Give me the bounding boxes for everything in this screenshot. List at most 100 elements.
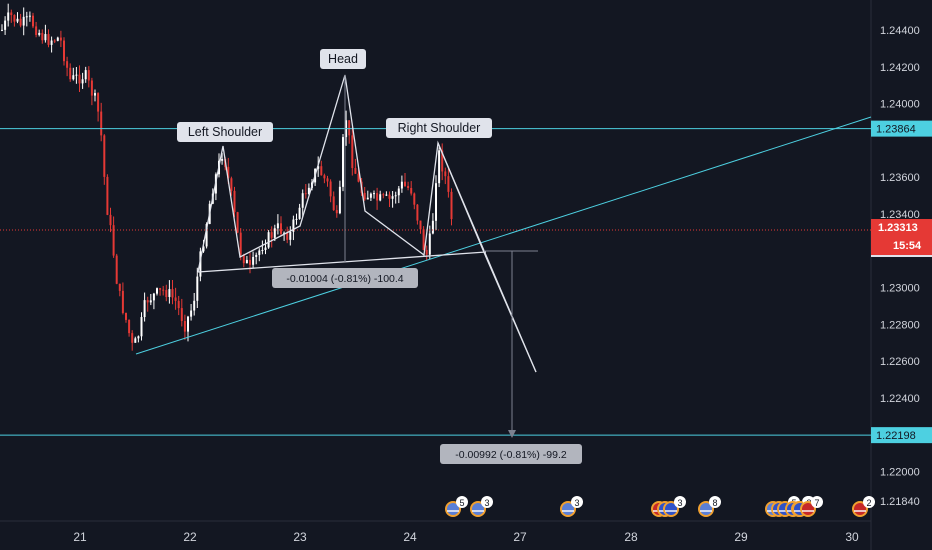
- candle: [25, 11, 28, 27]
- candle: [369, 192, 372, 201]
- candle: [94, 89, 96, 102]
- candle: [444, 167, 447, 185]
- candle: [106, 174, 109, 216]
- candle: [320, 160, 323, 176]
- candle: [301, 189, 304, 217]
- candle: [59, 30, 62, 48]
- candle: [1, 24, 3, 32]
- candle: [249, 252, 251, 274]
- candle: [391, 191, 394, 208]
- candle: [81, 72, 84, 89]
- price-tick: 1.23000: [880, 283, 920, 295]
- price-tick: 1.24000: [880, 99, 920, 111]
- candle: [338, 180, 341, 215]
- candle: [146, 296, 149, 312]
- candle: [28, 11, 31, 22]
- candle: [47, 29, 50, 48]
- head-label[interactable]: Head: [320, 49, 366, 69]
- neckline[interactable]: [197, 251, 487, 273]
- event-marker[interactable]: 3: [470, 496, 493, 517]
- candle: [435, 175, 437, 231]
- candle: [66, 56, 69, 77]
- right-shoulder-label[interactable]: Right Shoulder: [386, 118, 492, 138]
- time-tick: 30: [845, 530, 859, 544]
- candle: [84, 66, 87, 83]
- price-tick: 1.22400: [880, 393, 920, 405]
- candle: [292, 215, 295, 241]
- event-marker[interactable]: 3: [651, 496, 686, 517]
- candle: [63, 37, 65, 66]
- candle: [230, 176, 233, 196]
- event-count: 3: [484, 498, 489, 508]
- candle: [354, 158, 357, 174]
- candle: [326, 175, 329, 187]
- price-tick: 1.21840: [880, 496, 920, 508]
- candle: [10, 9, 13, 23]
- event-marker[interactable]: 8: [698, 496, 721, 517]
- candle: [16, 12, 19, 24]
- event-count: 3: [574, 498, 579, 508]
- candle: [397, 185, 400, 204]
- candle: [118, 283, 121, 297]
- left-shoulder-label[interactable]: Left Shoulder: [177, 122, 273, 142]
- price-tick: 1.22600: [880, 356, 920, 368]
- candle: [168, 280, 171, 304]
- candle: [128, 319, 131, 337]
- candle: [115, 253, 118, 285]
- candle: [177, 295, 180, 316]
- time-tick: 23: [293, 530, 307, 544]
- time-axis[interactable]: 21 22 23 24 27 28 29 30: [73, 530, 859, 544]
- candle: [87, 66, 90, 88]
- event-marker[interactable]: 5: [445, 496, 468, 517]
- projected-move-label[interactable]: -0.00992 (-0.81%) -99.2: [440, 444, 582, 464]
- current-price-tag: 1.23313 15:54: [871, 219, 932, 255]
- candle: [72, 67, 75, 81]
- candle: [149, 293, 152, 306]
- candle: [190, 303, 193, 321]
- candle: [335, 205, 338, 218]
- candle: [44, 24, 47, 43]
- target-price-text: 1.22198: [876, 430, 916, 442]
- candle: [75, 66, 78, 84]
- candle: [363, 186, 366, 201]
- candle: [53, 39, 56, 44]
- candle: [450, 188, 453, 226]
- pattern-height-label[interactable]: -0.01004 (-0.81%) -100.4: [272, 268, 418, 288]
- candle: [342, 134, 344, 192]
- candle: [373, 190, 375, 199]
- resistance-price-text: 1.23864: [876, 124, 916, 136]
- pattern-height-text: -0.01004 (-0.81%) -100.4: [286, 273, 403, 285]
- event-marker[interactable]: 3: [560, 496, 583, 517]
- candle: [134, 336, 137, 343]
- candle: [69, 63, 72, 82]
- candle: [245, 256, 248, 264]
- candle: [329, 179, 332, 203]
- candle: [103, 134, 106, 185]
- candle: [400, 175, 403, 193]
- time-tick: 24: [403, 530, 417, 544]
- candle: [438, 147, 441, 188]
- price-axis[interactable]: 1.24400 1.24200 1.24000 1.23600 1.23400 1.230…: [880, 25, 920, 508]
- candle: [258, 248, 261, 262]
- candle: [38, 29, 41, 37]
- event-marker[interactable]: 7: [800, 496, 823, 517]
- time-tick: 28: [624, 530, 638, 544]
- candle: [425, 245, 428, 261]
- economic-events[interactable]: 5333853372: [445, 496, 875, 517]
- event-marker[interactable]: 2: [852, 496, 875, 517]
- candle: [295, 213, 298, 225]
- price-tick: 1.23400: [880, 209, 920, 221]
- price-tick: 1.22000: [880, 467, 920, 479]
- price-tick: 1.22800: [880, 319, 920, 331]
- projection-line[interactable]: [437, 142, 537, 373]
- time-tick: 29: [734, 530, 748, 544]
- candle: [183, 314, 186, 340]
- candle: [252, 251, 255, 268]
- candle: [255, 252, 258, 265]
- ascending-trendline[interactable]: [135, 116, 872, 355]
- candle: [162, 285, 165, 296]
- candle: [100, 102, 103, 142]
- candle: [413, 192, 416, 210]
- candle: [267, 230, 270, 249]
